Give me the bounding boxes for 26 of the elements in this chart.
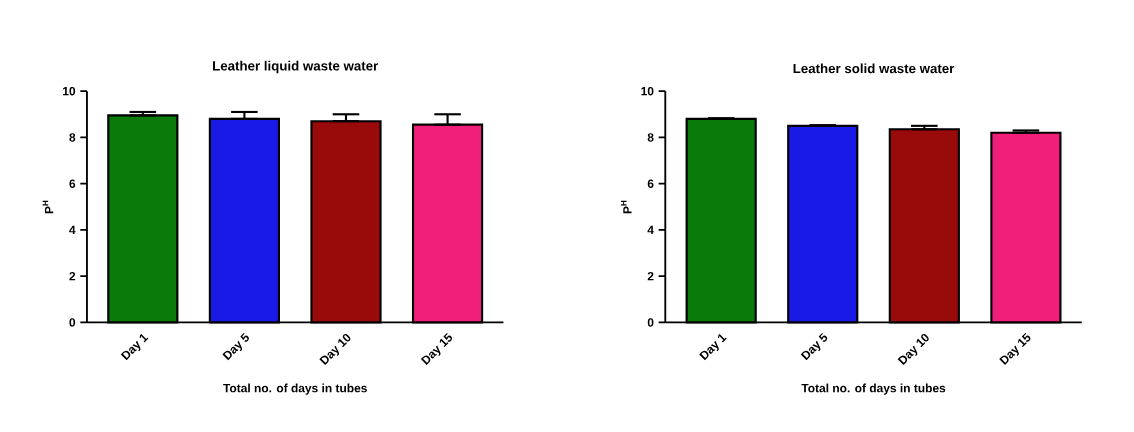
chart-title: Leather solid waste water (793, 63, 955, 74)
y-tick-label: 6 (69, 179, 76, 188)
y-axis-title: P$^{H}$ (42, 200, 54, 214)
y-tick-label: 2 (647, 271, 654, 281)
y-tick-label: 2 (69, 271, 76, 281)
x-tick-label: Day 1 (120, 333, 149, 361)
x-tick-label: Day 10 (897, 333, 929, 365)
y-tick-label: 8 (69, 133, 76, 142)
x-tick-label: Day 1 (699, 333, 727, 361)
y-tick-label: 8 (647, 133, 654, 142)
x-tick-label: Day 5 (800, 332, 828, 361)
x-axis-title: Total no. of days in tubes (223, 383, 367, 395)
y-axis-title: P$^{H}$ (620, 200, 632, 214)
y-tick-label: 10 (63, 86, 76, 96)
x-tick-label: Day 10 (319, 333, 351, 365)
y-tick-label: 4 (647, 225, 654, 235)
y-tick-label: 10 (641, 86, 654, 96)
y-tick-label: 6 (647, 179, 654, 188)
x-axis-title: Total no. of days in tubes (801, 383, 946, 395)
x-tick-label: Day 5 (222, 332, 249, 361)
chart-title: Leather liquid waste water (213, 60, 379, 74)
x-tick-label: Day 15 (420, 332, 453, 365)
y-tick-label: 0 (647, 318, 654, 327)
y-tick-label: 0 (69, 318, 76, 327)
x-tick-label: Day 15 (999, 332, 1031, 365)
y-tick-label: 4 (69, 225, 76, 235)
